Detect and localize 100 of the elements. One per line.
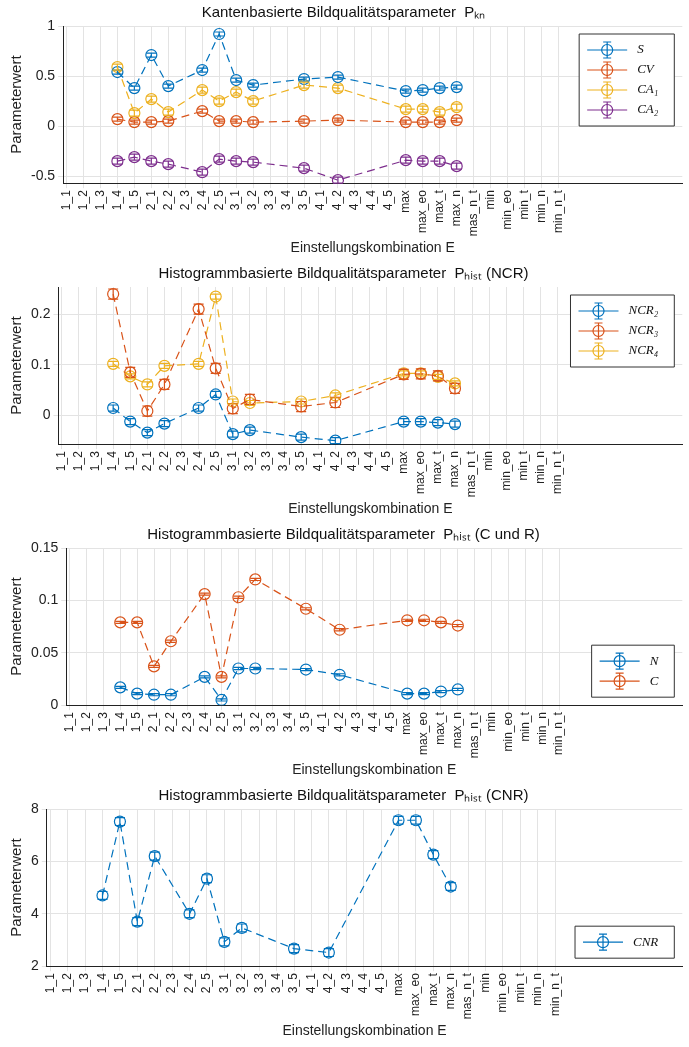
point [162, 115, 175, 128]
legend-label: CA₁ [637, 81, 659, 97]
x-tick-label: 2_2 [147, 972, 162, 994]
x-tick-label: 4_4 [364, 189, 379, 211]
point [297, 72, 311, 86]
x-tick-label: 1_2 [71, 450, 86, 472]
x-tick-label: mas_n_t [460, 972, 475, 1020]
point [434, 616, 448, 629]
legend-label: NCR₃ [627, 322, 659, 338]
y-tick-label: 0.2 [30, 305, 51, 322]
x-tick-label: mas_n_t [465, 189, 480, 237]
point [433, 116, 446, 129]
point [299, 602, 313, 615]
point [124, 370, 137, 383]
x-tick-label: 2_4 [190, 450, 205, 472]
x-tick-label: 1_1 [58, 189, 73, 211]
point [230, 73, 243, 87]
x-tick-label: 2_3 [177, 189, 192, 211]
x-tick-label: min [481, 451, 496, 471]
legend-label: N [648, 652, 660, 668]
x-tick-label: 3_2 [234, 972, 249, 994]
x-tick-label: 2_3 [173, 450, 188, 472]
x-tick-label: 1_3 [88, 450, 103, 472]
x-tick-label: 1_2 [78, 711, 93, 733]
y-tick-label: 0.1 [30, 355, 51, 372]
y-tick-label: 0.15 [31, 538, 59, 555]
x-tick-label: max_eo [415, 189, 430, 233]
legend-label: CA₂ [637, 101, 659, 117]
point [329, 389, 342, 402]
x-tick-label: min_n_t [551, 711, 566, 755]
y-tick-label: 0.05 [31, 643, 59, 660]
y-tick-label: 1 [47, 16, 56, 33]
x-tick-label: 1_2 [75, 189, 90, 211]
x-tick-label: min_t [516, 189, 531, 220]
y-tick-label: 4 [30, 904, 39, 921]
x-tick-label: min_t [517, 711, 532, 742]
point [451, 683, 464, 696]
x-tick-label: min [477, 973, 492, 993]
x-tick-label: 2_1 [139, 450, 154, 472]
x-tick-label: 4_5 [382, 711, 397, 733]
x-tick-label: 3_1 [228, 189, 243, 211]
x-tick-label: 3_1 [225, 450, 240, 472]
x-tick-label: 3_5 [293, 450, 308, 472]
x-tick-label: 3_5 [298, 711, 313, 733]
x-tick-label: min_n_t [547, 972, 562, 1016]
point [213, 115, 226, 128]
x-tick-label: 3_2 [247, 711, 262, 733]
point [401, 687, 414, 700]
point [433, 81, 446, 95]
point [416, 83, 429, 97]
x-tick-label: 4_5 [381, 189, 396, 211]
x-tick-label: max_t [425, 972, 440, 1006]
x-tick-label: 2_5 [213, 711, 228, 733]
x-tick-label: 2_1 [146, 711, 161, 733]
x-tick-label: 2_5 [199, 972, 214, 994]
point [164, 688, 177, 701]
point [111, 65, 124, 79]
point [215, 693, 228, 706]
x-tick-label: 1_1 [61, 711, 76, 733]
x-tick-label: max_t [430, 450, 445, 484]
x-tick-label: 4_1 [303, 972, 318, 994]
point [114, 616, 127, 629]
point [147, 688, 161, 701]
x-tick-label: 4_4 [365, 711, 380, 733]
legend-label: CNR [633, 933, 659, 949]
point [198, 588, 211, 601]
x-tick-label: min_n [532, 451, 547, 484]
x-tick-label: 3_3 [251, 972, 266, 994]
chart-title: Histogrammbasierte Bildqualitätsparameter Pₕᵢₛₜ (CNR) [158, 786, 529, 804]
point [331, 114, 345, 127]
x-tick-label: min_n_t [549, 450, 564, 494]
chart-title: Histogrammbasierte Bildqualitätsparameter Pₕᵢₛₜ (C und R) [147, 525, 540, 543]
y-tick-label: 8 [30, 799, 39, 816]
point [450, 114, 463, 127]
point [198, 670, 211, 683]
x-tick-label: 2_5 [208, 450, 223, 472]
x-tick-label: 1_5 [112, 972, 127, 994]
point [450, 80, 463, 94]
y-tick-label: 0 [50, 696, 59, 713]
x-tick-label: 2_3 [180, 711, 195, 733]
x-tick-label: 3_2 [242, 450, 257, 472]
point [232, 662, 245, 675]
x-tick-label: 2_4 [196, 711, 211, 733]
point [249, 662, 262, 675]
x-tick-label: mas_n_t [464, 450, 479, 498]
point [111, 113, 124, 126]
x-tick-label: 3_3 [264, 711, 279, 733]
point [131, 687, 144, 700]
point [128, 116, 141, 129]
x-tick-label: 2_2 [160, 189, 175, 211]
y-axis-title: Parameterwert [7, 576, 25, 676]
x-tick-label: max_eo [416, 711, 431, 755]
x-tick-label: 2_4 [194, 189, 209, 211]
x-tick-label: 1_1 [54, 450, 69, 472]
x-tick-label: min_n [534, 712, 549, 745]
x-tick-label: min_eo [495, 972, 510, 1013]
chart-title: Kantenbasierte Bildqualitätsparameter Pₖₙ [201, 3, 486, 21]
x-tick-label: 4_2 [321, 972, 336, 994]
x-tick-label: 2_1 [129, 972, 144, 994]
x-tick-label: 2_5 [211, 189, 226, 211]
